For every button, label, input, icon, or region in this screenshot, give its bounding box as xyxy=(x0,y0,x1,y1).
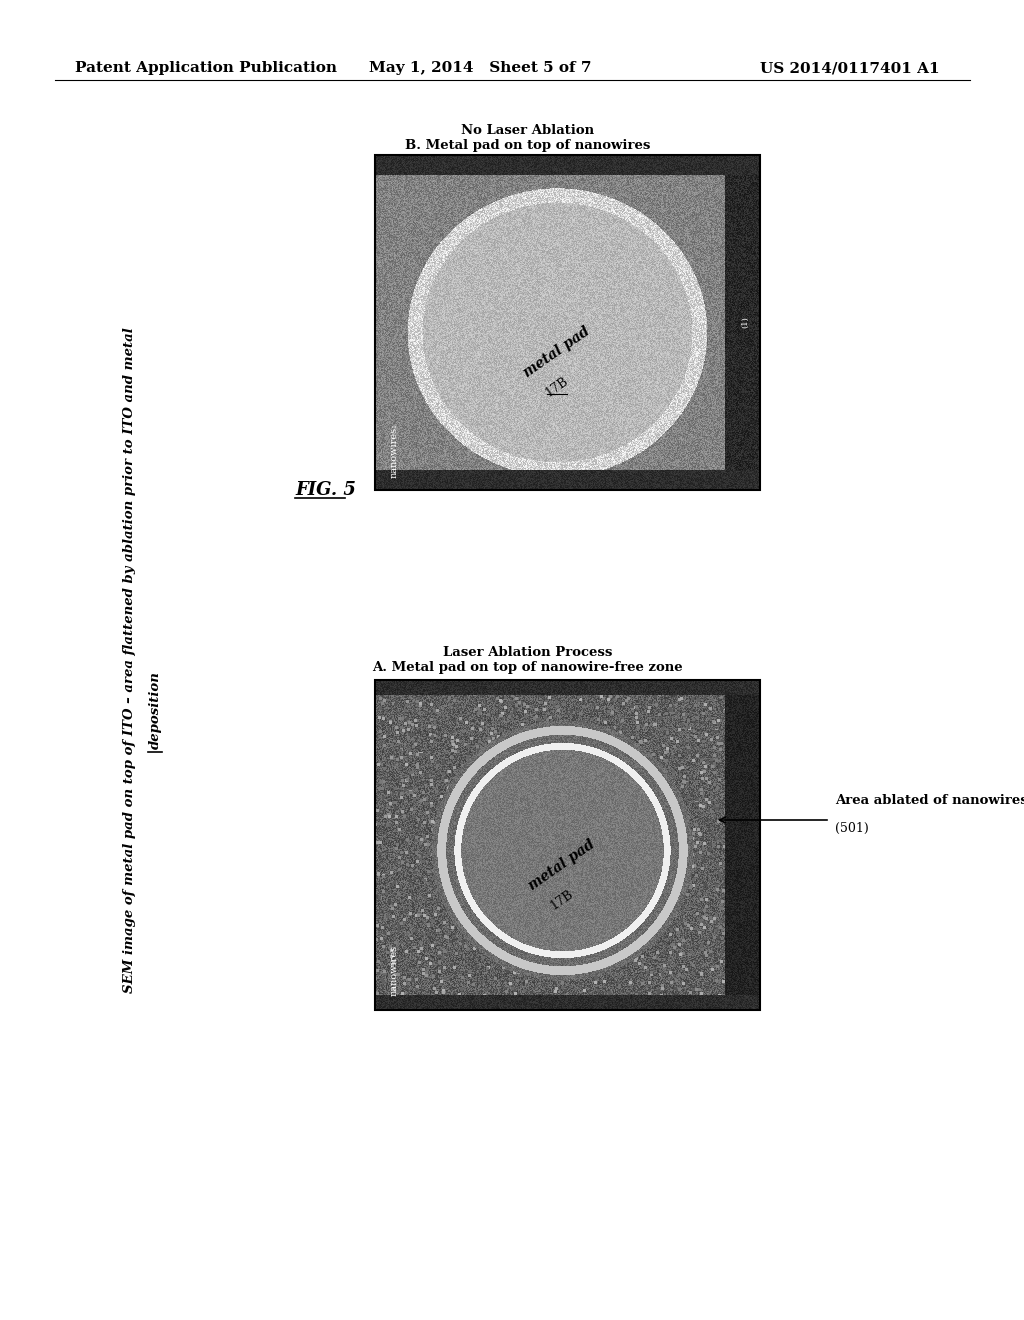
Text: FIG. 5: FIG. 5 xyxy=(295,480,356,499)
Text: Area ablated of nanowires: Area ablated of nanowires xyxy=(835,793,1024,807)
Text: nanowires₁: nanowires₁ xyxy=(390,422,399,478)
Text: 17B: 17B xyxy=(548,887,577,912)
Text: (501): (501) xyxy=(835,821,868,834)
Text: B. Metal pad on top of nanowires: B. Metal pad on top of nanowires xyxy=(404,139,650,152)
Text: US 2014/0117401 A1: US 2014/0117401 A1 xyxy=(761,61,940,75)
Text: nanowires: nanowires xyxy=(390,944,399,995)
Bar xyxy=(375,154,760,490)
Text: May 1, 2014   Sheet 5 of 7: May 1, 2014 Sheet 5 of 7 xyxy=(369,61,591,75)
Text: metal pad: metal pad xyxy=(521,323,593,380)
Text: SEM image of metal pad on top of ITO – area flattened by ablation prior to ITO a: SEM image of metal pad on top of ITO – a… xyxy=(124,327,136,993)
Text: 17B: 17B xyxy=(543,375,571,400)
Text: A. Metal pad on top of nanowire-free zone: A. Metal pad on top of nanowire-free zon… xyxy=(372,661,683,675)
Text: metal pad: metal pad xyxy=(526,837,598,892)
Text: Patent Application Publication: Patent Application Publication xyxy=(75,61,337,75)
Bar xyxy=(375,680,760,1010)
Text: Laser Ablation Process: Laser Ablation Process xyxy=(442,647,612,660)
Text: No Laser Ablation: No Laser Ablation xyxy=(461,124,594,136)
Text: deposition: deposition xyxy=(148,671,162,748)
Text: (1): (1) xyxy=(741,317,749,329)
